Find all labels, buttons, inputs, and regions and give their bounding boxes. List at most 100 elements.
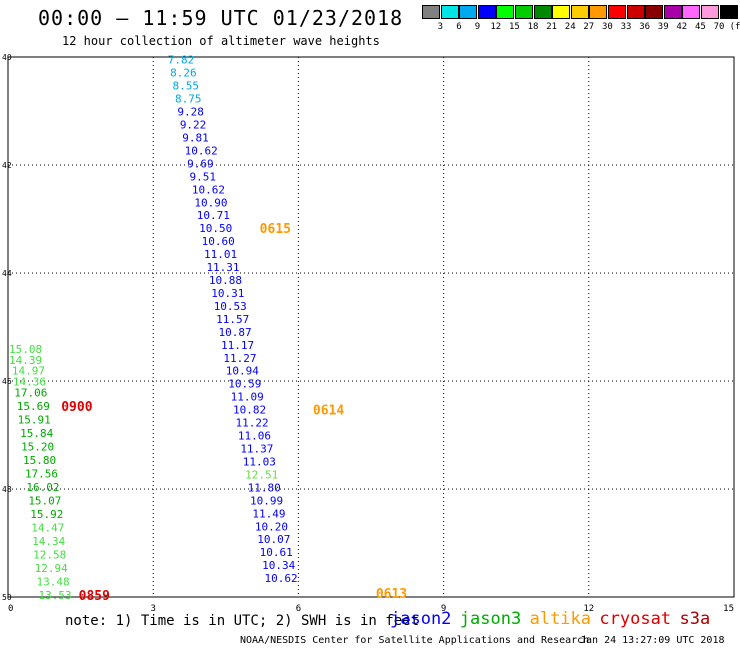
legend-swatch (533, 5, 552, 19)
map-frame (7, 56, 735, 598)
y-tick-label: 40 (2, 53, 12, 62)
y-tick-label: 48 (2, 485, 12, 494)
satellite-name: cryosat (599, 609, 672, 629)
pass-time-label: 0614 (313, 404, 344, 419)
legend-swatch (459, 5, 478, 19)
wave-height-value: 15.91 (18, 413, 51, 426)
legend-label: 27 (583, 22, 595, 32)
wave-height-value: 12.94 (35, 562, 68, 575)
legend-label: 70 (713, 22, 725, 32)
satellite-name: jason3 (459, 609, 522, 629)
pass-time-label: 0613 (376, 587, 407, 602)
pass-time-label: 0900 (61, 400, 92, 415)
wave-height-value: 11.06 (238, 430, 271, 443)
wave-height-value: 14.97 (12, 365, 45, 378)
legend-swatch (626, 5, 645, 19)
wave-height-value: 10.90 (194, 196, 227, 209)
legend-label: 6 (456, 22, 462, 32)
legend-swatch (645, 5, 664, 19)
wave-height-value: 10.61 (260, 546, 293, 559)
legend-swatch (552, 5, 571, 19)
wave-height-value: 10.60 (202, 235, 235, 248)
legend-swatch (515, 5, 533, 19)
x-tick-label: 0 (8, 604, 13, 614)
pass-time-label: 0615 (260, 222, 291, 237)
legend-label: 18 (527, 22, 539, 32)
y-tick-label: 44 (2, 269, 12, 278)
wave-height-value: 14.34 (32, 535, 65, 548)
satellite-name: jason2 (390, 609, 452, 629)
x-tick-label: 12 (583, 604, 594, 614)
x-tick-label: 15 (723, 604, 734, 614)
wave-height-value: 11.31 (206, 261, 239, 274)
wave-height-value: 10.87 (219, 326, 252, 339)
y-tick-label: 42 (2, 161, 12, 170)
legend-swatch (440, 5, 459, 19)
wave-height-value: 11.09 (231, 391, 264, 404)
legend-swatch (589, 5, 608, 19)
wave-height-value: 17.06 (14, 386, 47, 399)
wave-height-value: 10.62 (192, 183, 225, 196)
satellite-name: s3a (679, 609, 711, 629)
legend-label: 3 (437, 22, 444, 32)
legend-label: 15 (509, 22, 520, 32)
legend-label: 33 (620, 22, 632, 32)
legend-label: 9 (474, 22, 481, 32)
wave-height-value: 13.48 (37, 575, 70, 588)
wave-height-value: 14.39 (9, 354, 42, 367)
legend-swatch (663, 5, 682, 19)
generated-timestamp: Jan 24 13:27:09 UTC 2018 (580, 635, 725, 646)
legend-swatch (477, 5, 496, 19)
legend-label: 24 (564, 22, 576, 32)
wave-height-value: 10.34 (262, 559, 295, 572)
wave-height-value: 15.84 (20, 427, 53, 440)
wave-height-value: 15.08 (9, 343, 42, 356)
map-subtitle: 12 hour collection of altimeter wave hei… (62, 34, 380, 48)
legend-swatch (570, 5, 589, 19)
wave-height-value: 7.82 (168, 54, 195, 67)
pass-time-label: 0859 (79, 589, 110, 604)
wave-height-value: 11.57 (216, 313, 249, 326)
satellite-name: altika (529, 609, 592, 629)
wave-height-value: 10.62 (265, 572, 298, 585)
wave-height-value: 11.80 (248, 481, 281, 494)
wave-height-value: 10.59 (228, 378, 261, 391)
wave-height-value: 10.20 (255, 520, 288, 533)
wave-height-value: 9.51 (190, 170, 217, 183)
wave-height-value: 8.55 (173, 80, 200, 93)
wave-height-value: 15.20 (21, 440, 54, 453)
legend-swatch (496, 5, 515, 19)
legend-label: 39 (657, 22, 669, 32)
wave-height-value: 15.69 (17, 400, 50, 413)
wave-height-value: 11.17 (221, 339, 254, 352)
wave-height-value: 10.50 (199, 222, 232, 235)
y-tick-label: 46 (2, 377, 12, 386)
legend-swatch (719, 5, 738, 19)
legend-label: 36 (639, 22, 651, 32)
wave-height-value: 15.80 (23, 454, 56, 467)
wave-height-value: 11.27 (223, 352, 256, 365)
wave-height-value: 10.88 (209, 274, 242, 287)
wave-height-value: 10.99 (250, 494, 283, 507)
wave-height-value: 11.01 (204, 248, 237, 261)
y-tick-label: 50 (2, 593, 12, 602)
wave-height-value: 11.22 (235, 417, 268, 430)
legend-label: 12 (490, 22, 502, 32)
wave-height-value: 15.07 (28, 494, 61, 507)
wave-height-value: 9.81 (182, 131, 209, 144)
wave-height-value: 14.47 (31, 521, 64, 534)
wave-height-value: 10.53 (214, 300, 247, 313)
wave-height-value: 11.37 (240, 443, 273, 456)
wave-height-value: 13.53 (38, 589, 71, 602)
wave-height-value: 10.62 (185, 144, 218, 157)
legend-label: 42 (676, 22, 688, 32)
wave-height-value: 9.28 (177, 106, 204, 119)
legend-label: 45 (695, 22, 706, 32)
wave-height-value: 8.26 (170, 67, 197, 80)
legend-label: 30 (602, 22, 613, 32)
wave-height-value: 10.82 (233, 404, 266, 417)
wave-height-value: 17.56 (25, 467, 58, 480)
footer-note: note: 1) Time is in UTC; 2) SWH is in fe… (65, 613, 420, 629)
wave-height-value: 11.49 (252, 507, 285, 520)
